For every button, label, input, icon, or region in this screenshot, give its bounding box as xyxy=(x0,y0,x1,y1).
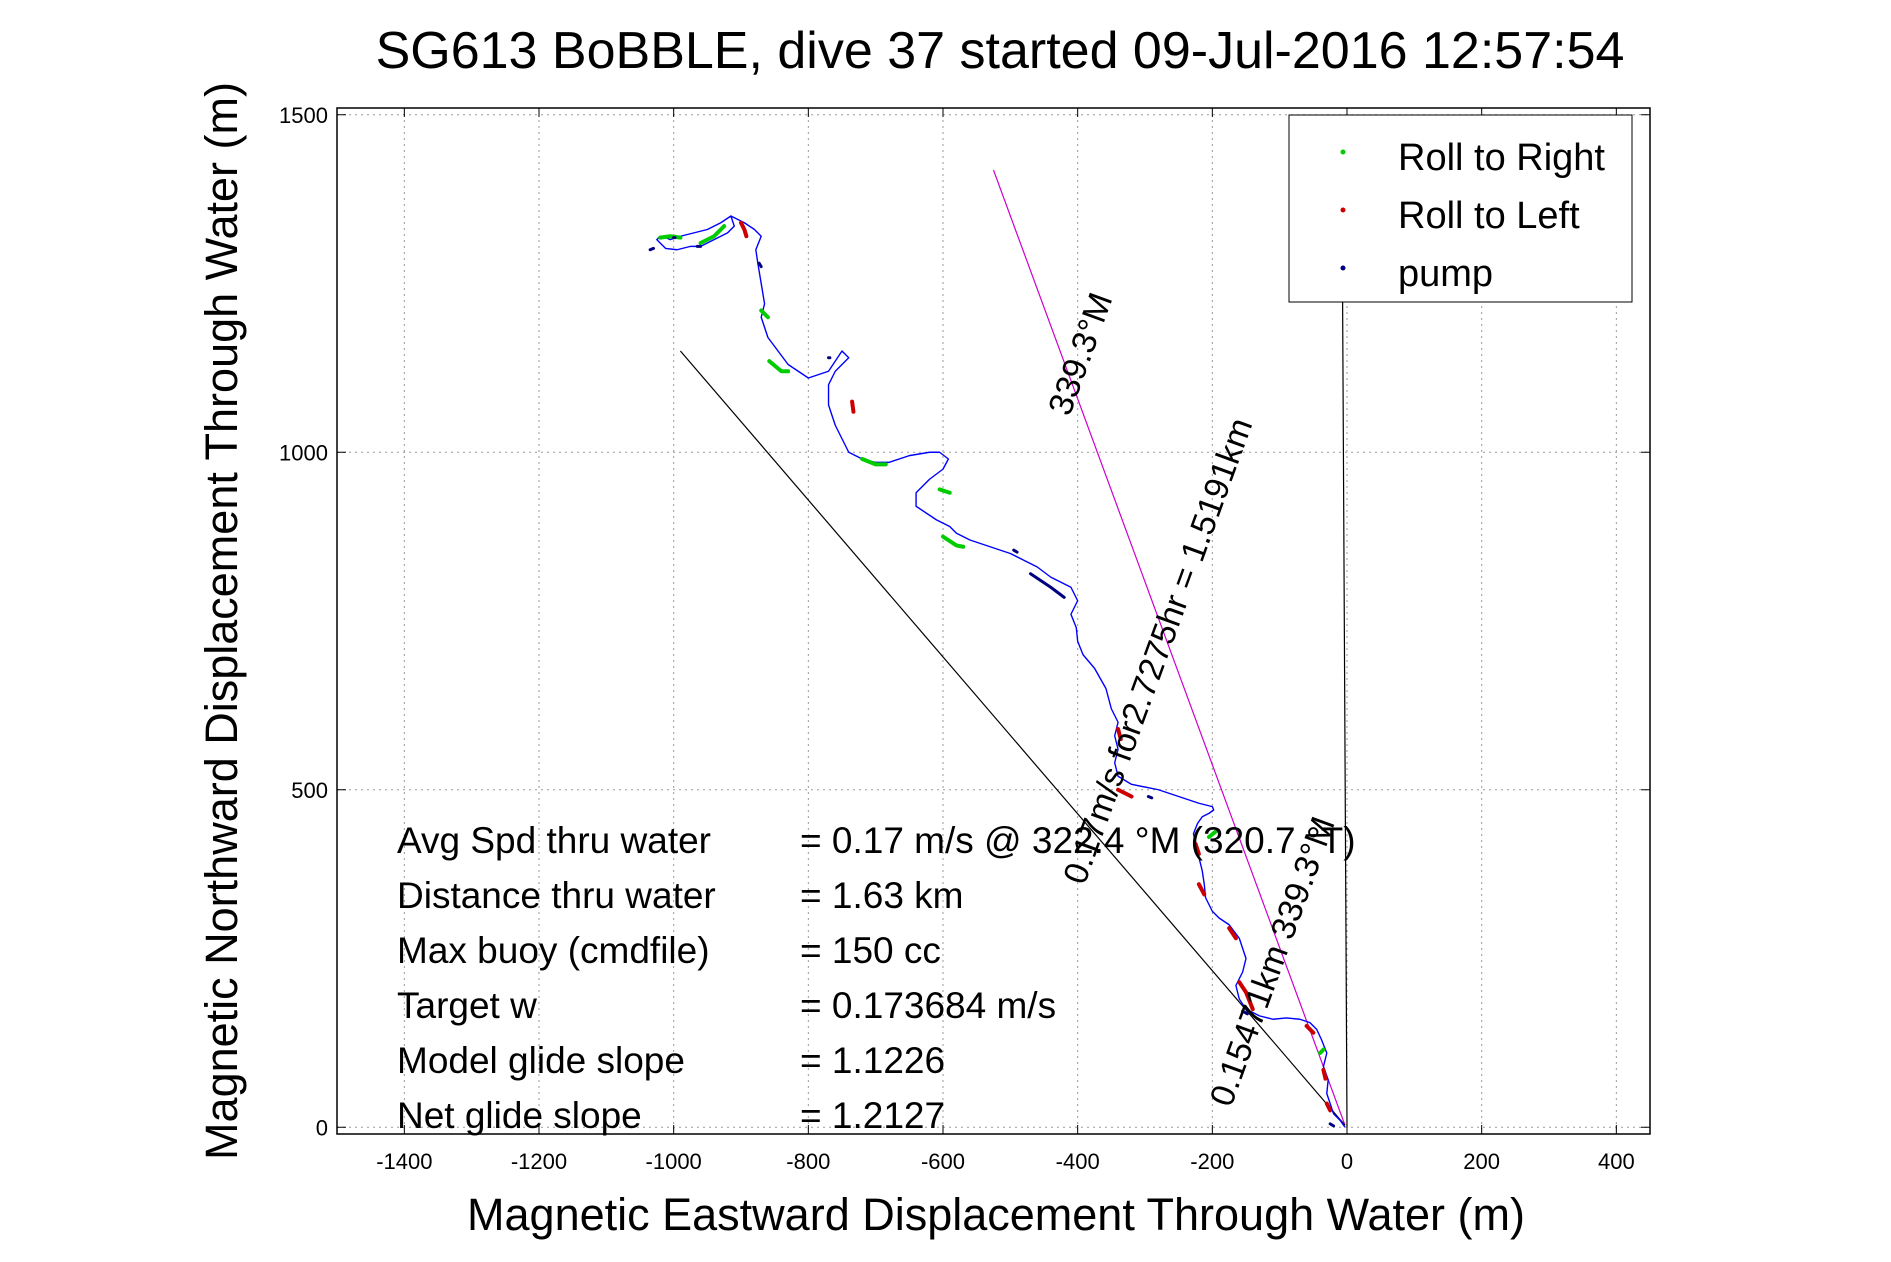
roll-right-segment xyxy=(698,224,727,245)
stats-label: Avg Spd thru water xyxy=(397,820,711,861)
roll-left-segment xyxy=(850,399,856,414)
x-tick-label: -1000 xyxy=(646,1149,702,1174)
pump-segment xyxy=(757,261,763,269)
y-tick-label: 0 xyxy=(316,1115,328,1140)
roll-right-segment xyxy=(941,534,966,549)
x-tick-label: 200 xyxy=(1463,1149,1500,1174)
legend-label-roll-left: Roll to Left xyxy=(1398,195,1580,237)
stats-label: Model glide slope xyxy=(397,1040,685,1081)
x-tick-label: -400 xyxy=(1056,1149,1100,1174)
chart-title: SG613 BoBBLE, dive 37 started 09-Jul-201… xyxy=(376,22,1625,80)
segment-layer xyxy=(648,220,1336,1128)
roll-left-segment xyxy=(1324,1101,1333,1113)
stats-value: = 1.2127 xyxy=(800,1095,945,1136)
pump-segment xyxy=(1029,572,1066,599)
roll-right-segment xyxy=(1318,1047,1326,1055)
legend-marker-roll-left xyxy=(1340,207,1346,213)
roll-left-segment xyxy=(739,220,749,239)
reference-line xyxy=(992,169,1346,1126)
roll-left-segment xyxy=(1237,980,1255,1012)
stats-label: Target w xyxy=(397,985,537,1026)
roll-left-segment xyxy=(1196,882,1207,897)
pump-segment xyxy=(1241,1009,1249,1016)
roll-left-segment xyxy=(1193,841,1201,856)
roll-right-segment xyxy=(759,308,770,320)
roll-left-segment xyxy=(1227,926,1238,941)
stats-label: Distance thru water xyxy=(397,875,716,916)
y-tick-label: 500 xyxy=(291,778,328,803)
stats-value: = 150 cc xyxy=(800,930,941,971)
stats-value: = 0.173684 m/s xyxy=(800,985,1056,1026)
stats-block: Avg Spd thru water = 0.17 m/s @ 322.4 °M … xyxy=(397,820,1356,1136)
legend-marker-pump xyxy=(1340,265,1346,271)
stats-value: = 1.1226 xyxy=(800,1040,945,1081)
y-tick-label: 1500 xyxy=(279,103,328,128)
roll-left-segment xyxy=(1304,1024,1316,1035)
legend-label-pump: pump xyxy=(1398,253,1493,295)
roll-left-segment xyxy=(1116,727,1123,742)
roll-right-segment xyxy=(767,359,791,374)
pump-segment xyxy=(1012,548,1019,554)
pump-segment xyxy=(1328,1122,1336,1128)
x-tick-label: -600 xyxy=(921,1149,965,1174)
legend-box xyxy=(1288,114,1633,303)
y-axis-label: Magnetic Northward Displacement Through … xyxy=(196,82,247,1160)
x-tick-label: -1400 xyxy=(376,1149,432,1174)
roll-right-segment xyxy=(937,487,952,495)
x-tick-label: 0 xyxy=(1341,1149,1353,1174)
legend-label-roll-right: Roll to Right xyxy=(1398,137,1605,179)
x-tick-label: -200 xyxy=(1190,1149,1234,1174)
legend: Roll to Right Roll to Left pump xyxy=(1288,114,1633,303)
x-tick-label: 400 xyxy=(1598,1149,1635,1174)
roll-left-segment xyxy=(1116,787,1134,799)
legend-marker-roll-right xyxy=(1340,149,1346,155)
stats-label: Net glide slope xyxy=(397,1095,642,1136)
pump-segment xyxy=(648,246,655,252)
x-tick-label: -1200 xyxy=(511,1149,567,1174)
reference-line xyxy=(679,350,1346,1126)
track-layer xyxy=(656,215,1346,1128)
y-tick-label: 1000 xyxy=(279,440,328,465)
pump-segment xyxy=(1146,795,1154,800)
roll-right-segment xyxy=(658,234,683,240)
stats-value: = 0.17 m/s @ 322.4 °M (320.7 °T) xyxy=(800,820,1356,861)
x-tick-label: -800 xyxy=(786,1149,830,1174)
plot-frame xyxy=(336,107,1651,1135)
x-axis-label: Magnetic Eastward Displacement Through W… xyxy=(467,1189,1525,1240)
roll-right-segment xyxy=(1206,829,1218,839)
roll-right-segment xyxy=(860,457,888,467)
stats-value: = 1.63 km xyxy=(800,875,964,916)
track-line xyxy=(656,215,1346,1128)
roll-left-segment xyxy=(1321,1067,1328,1081)
stats-label: Max buoy (cmdfile) xyxy=(397,930,710,971)
axis-ticks: -1400 -1200 -1000 -800 -600 -400 -200 0 200 400 0 5… xyxy=(279,103,1650,1174)
